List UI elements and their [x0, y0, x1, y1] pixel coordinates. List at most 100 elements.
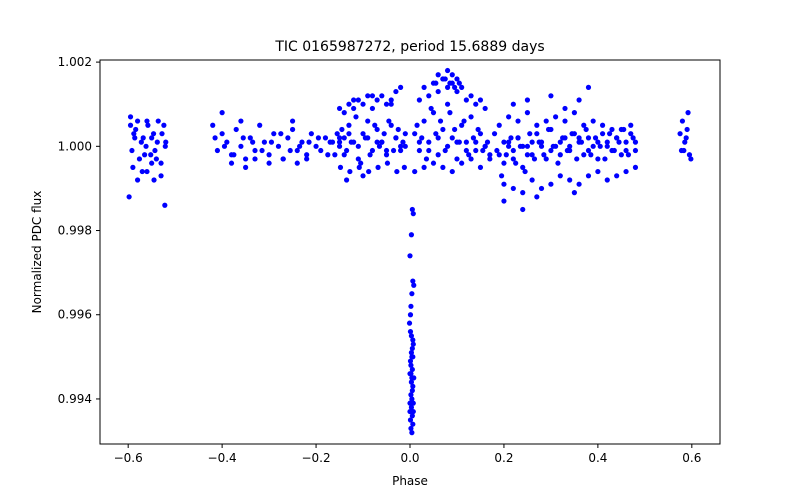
data-point: [564, 147, 570, 154]
data-point: [416, 139, 422, 145]
data-point: [562, 105, 568, 112]
data-point: [527, 131, 533, 137]
data-point: [351, 97, 357, 103]
data-point: [148, 152, 154, 158]
data-point: [510, 147, 516, 154]
data-point: [250, 139, 256, 145]
data-point: [581, 152, 587, 158]
data-point: [538, 185, 545, 192]
data-point: [536, 139, 542, 145]
data-point: [275, 143, 282, 149]
data-point: [243, 164, 249, 170]
data-point: [632, 147, 639, 154]
data-point: [421, 118, 427, 124]
data-point: [261, 139, 267, 145]
data-point: [409, 366, 415, 373]
data-point: [585, 135, 592, 141]
data-point: [367, 152, 373, 158]
data-point: [374, 97, 380, 103]
data-point: [510, 156, 516, 162]
data-point: [459, 160, 465, 166]
data-point: [426, 139, 432, 145]
data-point: [285, 135, 291, 141]
data-point: [315, 135, 322, 141]
data-point: [543, 156, 549, 162]
data-point: [334, 131, 340, 137]
data-point: [408, 232, 415, 238]
data-point: [498, 173, 505, 179]
data-point: [398, 143, 404, 149]
data-point: [144, 118, 150, 124]
data-point: [153, 156, 159, 162]
data-point: [513, 160, 519, 166]
data-point: [339, 126, 345, 133]
data-point: [548, 93, 554, 99]
data-point: [388, 101, 394, 107]
data-point: [304, 156, 310, 162]
data-point: [414, 122, 420, 128]
data-point: [365, 135, 371, 141]
data-point: [266, 152, 272, 158]
data-point: [567, 177, 573, 183]
data-point: [409, 387, 415, 394]
data-point: [278, 131, 284, 137]
data-point: [353, 114, 359, 120]
data-point: [477, 131, 484, 137]
y-tick-label: 1.002: [58, 55, 92, 69]
data-point: [421, 164, 427, 170]
data-point: [134, 177, 141, 183]
data-point: [510, 185, 516, 192]
data-point: [410, 383, 416, 389]
data-point: [524, 143, 531, 149]
data-point: [683, 135, 689, 141]
data-point: [581, 122, 587, 128]
data-point: [607, 131, 613, 137]
y-tick-label: 0.994: [58, 392, 92, 406]
data-point: [569, 131, 575, 137]
data-point: [228, 160, 235, 166]
data-point: [560, 135, 566, 141]
data-point: [142, 152, 148, 158]
data-point: [475, 126, 481, 133]
data-point: [628, 122, 634, 128]
data-point: [529, 152, 535, 158]
data-point: [428, 105, 434, 112]
data-point: [534, 131, 540, 137]
data-point: [459, 122, 465, 128]
data-point: [461, 118, 467, 124]
data-point: [444, 143, 451, 149]
y-tick-label: 0.996: [58, 308, 92, 322]
data-point: [152, 147, 158, 154]
data-point: [257, 122, 263, 128]
data-point: [571, 110, 577, 116]
data-point: [452, 126, 458, 133]
data-point: [411, 282, 417, 288]
data-point: [494, 147, 500, 154]
data-point: [346, 122, 352, 128]
data-point: [477, 164, 484, 170]
data-point: [576, 97, 582, 103]
data-point: [452, 84, 458, 90]
data-point: [501, 160, 507, 166]
data-point: [140, 135, 146, 141]
data-point: [238, 118, 244, 124]
data-point: [503, 152, 509, 158]
data-point: [136, 156, 143, 162]
data-point: [409, 413, 415, 419]
data-point: [576, 135, 582, 141]
data-point: [684, 126, 690, 133]
data-point: [289, 118, 296, 124]
data-point: [332, 152, 338, 158]
data-point: [454, 139, 460, 145]
data-point: [162, 202, 168, 208]
data-point: [393, 88, 399, 95]
data-point: [219, 131, 225, 137]
data-point: [454, 156, 460, 162]
data-point: [280, 156, 286, 162]
y-tick-label: 1.000: [58, 139, 92, 153]
data-point: [520, 190, 526, 196]
data-point: [410, 337, 416, 343]
data-point: [386, 118, 392, 124]
data-point: [129, 147, 135, 154]
data-point: [408, 333, 415, 339]
